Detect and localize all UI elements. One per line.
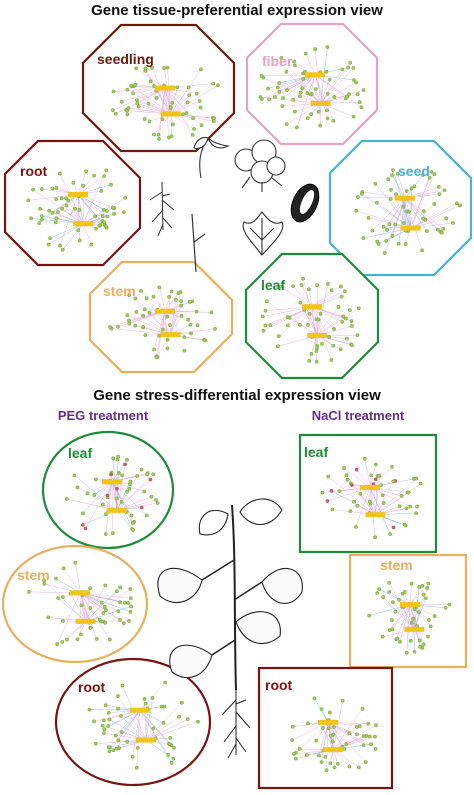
seedling-icon [193,136,230,179]
peg-stem-label: stem [17,567,50,583]
nacl-root-panel-frame [257,666,394,790]
nacl-treatment-label: NaCl treatment [312,408,405,423]
peg-leaf-label: leaf [68,445,92,461]
seedling-label: seedling [97,51,154,67]
peg-leaf-network [64,454,160,536]
cotton-plant-icon [157,498,303,759]
cotton-leaf-icon [242,211,284,256]
cotton-boll-icon [234,139,286,192]
leaf-network [260,276,361,364]
peg-root-network [87,680,200,770]
stress-view-title: Gene stress-differential expression view [93,387,381,404]
stem-label: stem [103,283,136,299]
nacl-leaf-label: leaf [304,444,328,460]
stem-network [108,285,217,360]
nacl-stem-label: stem [380,557,413,573]
peg-leaf-panel-frame [41,430,175,550]
root-label: root [20,163,48,179]
root-network [26,168,128,252]
seedling-network [111,65,220,141]
root-panel-frame [3,139,142,267]
tissue-view-title: Gene tissue-preferential expression view [91,2,383,19]
fiber-network [258,45,366,130]
nacl-leaf-network [320,456,423,540]
seed-network [354,168,462,255]
peg-stem-network [27,560,133,646]
peg-root-label: root [78,679,106,695]
cotton-seed-icon [290,183,320,223]
nacl-stem-network [367,580,452,655]
fiber-label: fiber [262,53,293,69]
nacl-root-label: root [265,677,293,693]
peg-treatment-label: PEG treatment [58,408,149,423]
stem-panel-frame [88,260,234,374]
root-icon [149,181,175,237]
seed-label: seed [398,163,430,179]
stem-icon [191,213,206,273]
nacl-stem-panel-frame [348,553,468,669]
leaf-label: leaf [261,277,285,293]
nacl-root-network [290,696,378,773]
